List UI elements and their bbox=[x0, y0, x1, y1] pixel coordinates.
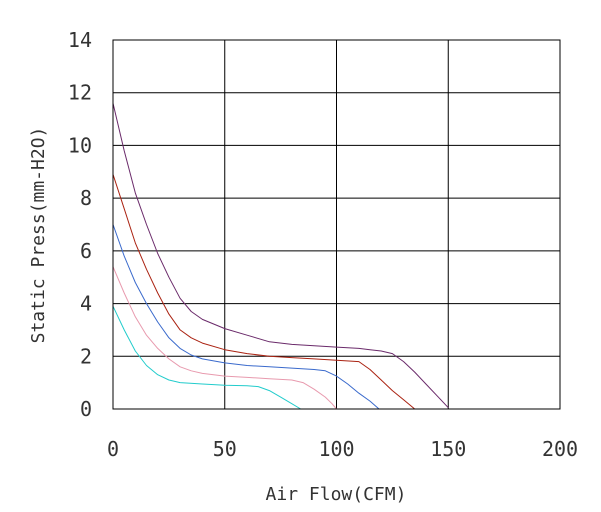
series-line-1 bbox=[113, 174, 415, 409]
x-tick-label-4: 200 bbox=[542, 437, 578, 461]
x-tick-label-1: 50 bbox=[213, 437, 237, 461]
y-tick-label-2: 4 bbox=[80, 292, 92, 316]
x-tick-label-0: 0 bbox=[107, 437, 119, 461]
y-tick-label-7: 14 bbox=[68, 28, 92, 52]
y-tick-label-5: 10 bbox=[68, 133, 92, 157]
y-tick-label-0: 0 bbox=[80, 397, 92, 421]
y-tick-label-6: 12 bbox=[68, 81, 92, 105]
series-line-0 bbox=[113, 103, 448, 407]
grid-lines bbox=[113, 40, 560, 409]
y-tick-label-3: 6 bbox=[80, 239, 92, 263]
y-axis-label: Static Press(mm-H2O) bbox=[28, 127, 49, 344]
series-line-2 bbox=[113, 225, 379, 410]
series-lines bbox=[113, 103, 448, 409]
y-tick-label-4: 8 bbox=[80, 186, 92, 210]
y-tick-labels: 0 2 4 6 8 10 12 14 bbox=[68, 28, 92, 421]
x-tick-labels: 0 50 100 150 200 bbox=[107, 437, 578, 461]
x-tick-label-3: 150 bbox=[430, 437, 466, 461]
y-tick-label-1: 2 bbox=[80, 344, 92, 368]
x-tick-label-2: 100 bbox=[318, 437, 354, 461]
x-axis-label: Air Flow(CFM) bbox=[266, 484, 407, 505]
